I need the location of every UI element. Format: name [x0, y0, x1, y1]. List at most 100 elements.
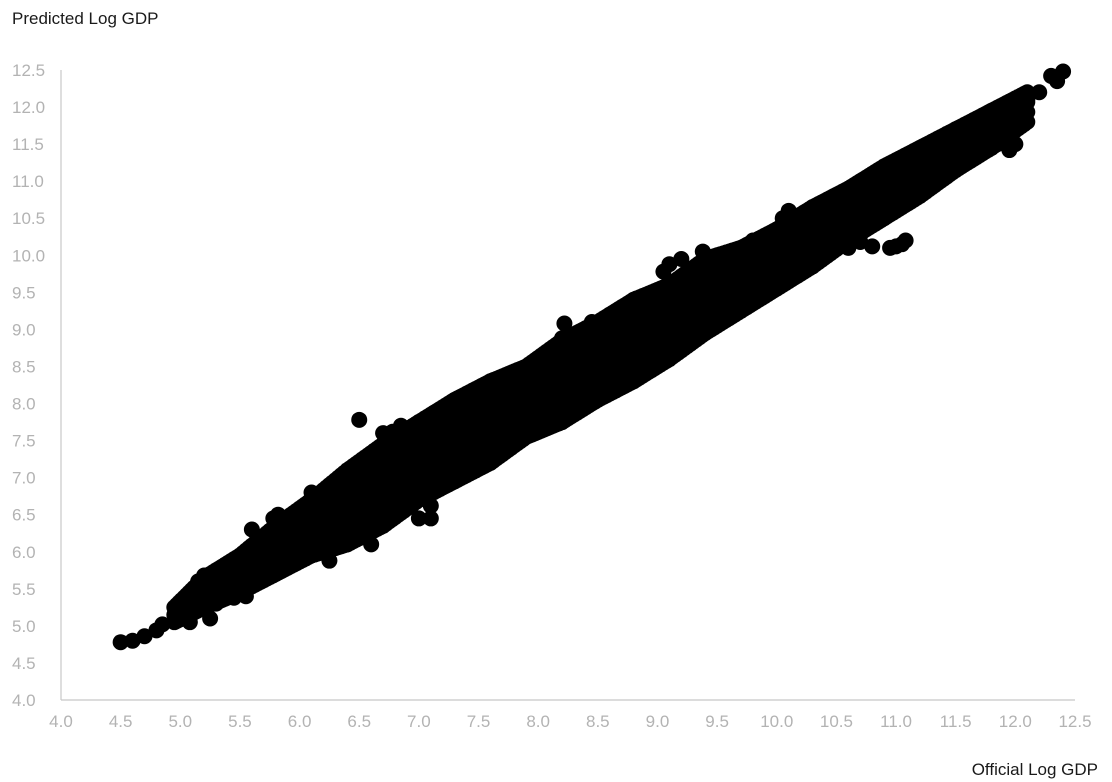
data-point — [184, 603, 201, 620]
data-point — [536, 417, 553, 434]
y-tick-label: 7.5 — [12, 432, 36, 451]
data-point — [902, 150, 919, 167]
x-axis-ticks: 4.0 4.5 5.0 5.5 6.0 6.5 7.0 7.5 8.0 8.5 9.0 9.5 10.0… — [49, 712, 1091, 731]
data-points — [112, 63, 1072, 651]
x-tick-label: 6.5 — [347, 712, 371, 731]
data-point — [673, 251, 690, 267]
x-tick-label: 9.5 — [705, 712, 729, 731]
x-tick-label: 9.0 — [646, 712, 670, 731]
data-point — [601, 306, 618, 323]
y-tick-label: 10.0 — [12, 246, 45, 265]
y-tick-label: 12.0 — [12, 98, 45, 117]
data-point — [303, 484, 320, 501]
x-tick-label: 6.0 — [288, 712, 312, 731]
x-tick-label: 5.5 — [228, 712, 252, 731]
data-point — [911, 173, 928, 190]
data-point — [392, 417, 409, 434]
data-point — [410, 510, 427, 527]
data-point — [476, 379, 493, 396]
y-tick-label: 12.5 — [12, 61, 45, 80]
data-point — [810, 239, 827, 256]
data-point — [571, 328, 588, 345]
x-tick-label: 10.0 — [760, 712, 793, 731]
x-tick-label: 4.5 — [109, 712, 133, 731]
data-point — [422, 510, 439, 527]
data-point — [208, 595, 225, 612]
data-point — [494, 373, 511, 390]
y-tick-label: 10.5 — [12, 209, 45, 228]
data-point — [1055, 63, 1072, 80]
x-tick-label: 8.5 — [586, 712, 610, 731]
y-tick-label: 4.5 — [12, 654, 36, 673]
data-point — [530, 365, 547, 382]
data-point — [270, 506, 287, 523]
data-point — [816, 201, 833, 218]
data-point — [842, 180, 859, 197]
y-tick-label: 8.0 — [12, 395, 36, 414]
y-tick-label: 6.5 — [12, 506, 36, 525]
data-point — [196, 567, 213, 584]
y-tick-label: 5.0 — [12, 617, 36, 636]
data-point — [583, 314, 600, 330]
data-point — [291, 503, 308, 519]
x-tick-label: 4.0 — [49, 712, 73, 731]
data-point — [744, 232, 761, 249]
data-point — [780, 202, 797, 219]
data-point — [897, 232, 914, 249]
data-point — [649, 343, 666, 360]
data-point — [321, 552, 338, 569]
data-point — [792, 213, 809, 230]
data-point — [237, 588, 254, 605]
x-tick-label: 12.0 — [999, 712, 1032, 731]
data-point — [756, 276, 773, 293]
x-tick-label: 11.5 — [940, 712, 972, 731]
data-point — [959, 136, 976, 153]
data-point — [971, 121, 988, 138]
data-point — [345, 462, 362, 479]
data-point — [703, 299, 720, 316]
x-tick-label: 7.5 — [467, 712, 491, 731]
data-point — [112, 634, 129, 651]
data-point — [1019, 91, 1036, 108]
data-point — [661, 256, 678, 273]
x-axis-label: Official Log GDP — [971, 760, 1098, 779]
data-point — [279, 543, 296, 560]
data-point — [989, 136, 1006, 153]
data-point — [554, 330, 571, 347]
x-tick-label: 11.0 — [880, 712, 912, 731]
data-point — [828, 195, 845, 212]
data-point — [694, 243, 711, 260]
data-point — [1007, 136, 1024, 153]
data-point — [631, 351, 648, 368]
data-point — [870, 165, 887, 182]
x-tick-label: 12.5 — [1058, 712, 1091, 731]
y-tick-label: 6.0 — [12, 543, 36, 562]
y-tick-label: 11.0 — [12, 172, 44, 191]
data-point — [434, 402, 451, 419]
data-point — [947, 128, 964, 145]
data-point — [458, 388, 475, 405]
y-axis-label: Predicted Log GDP — [12, 9, 159, 28]
data-point — [601, 373, 618, 390]
x-tick-label: 7.0 — [407, 712, 431, 731]
data-point — [768, 269, 785, 286]
data-point — [864, 238, 881, 255]
data-point — [243, 521, 260, 538]
x-tick-label: 5.0 — [168, 712, 192, 731]
data-point — [154, 616, 171, 633]
data-point — [214, 580, 231, 597]
x-tick-label: 10.5 — [820, 712, 853, 731]
y-tick-label: 5.5 — [12, 580, 36, 599]
y-tick-label: 8.5 — [12, 357, 36, 376]
y-tick-label: 4.0 — [12, 691, 36, 710]
data-point — [790, 262, 807, 279]
data-point — [422, 497, 439, 514]
x-tick-label: 8.0 — [526, 712, 550, 731]
y-tick-label: 7.0 — [12, 469, 36, 488]
data-point — [556, 315, 573, 332]
data-point — [416, 410, 433, 427]
data-point — [202, 610, 219, 627]
data-point — [923, 150, 940, 167]
data-point — [225, 589, 242, 606]
y-tick-label: 9.0 — [12, 320, 36, 339]
